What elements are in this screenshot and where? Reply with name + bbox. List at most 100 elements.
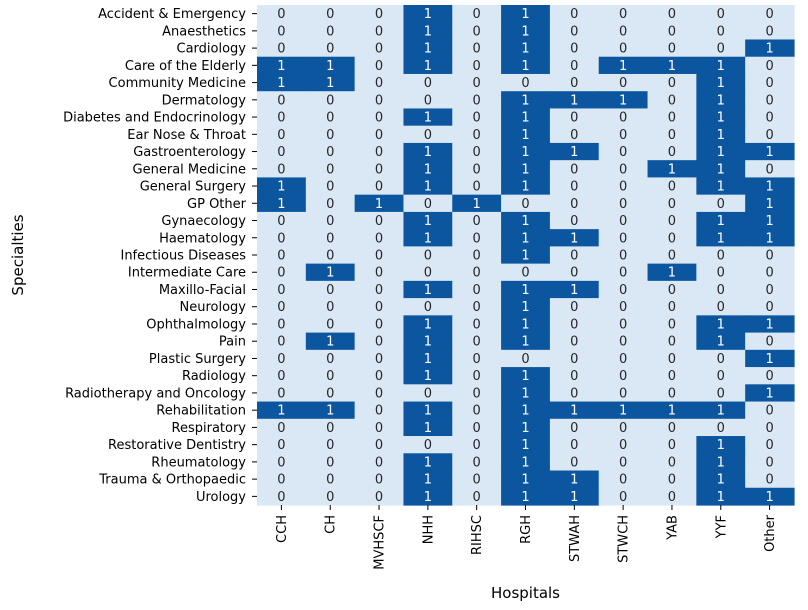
cell-value-label: 1 <box>521 300 529 315</box>
cell-value-label: 0 <box>375 59 383 74</box>
cell-value-label: 1 <box>424 455 432 470</box>
cell-value-label: 0 <box>326 42 334 57</box>
heatmap-cell <box>452 436 502 454</box>
cell-value-label: 1 <box>717 455 725 470</box>
x-tick-label: CCH <box>275 515 290 543</box>
cell-value-label: 0 <box>619 145 627 160</box>
heatmap-cell <box>745 487 795 506</box>
heatmap-cell <box>403 263 453 282</box>
heatmap-cell <box>403 349 453 368</box>
heatmap-cell <box>598 5 649 23</box>
heatmap-cell <box>745 39 795 58</box>
heatmap-cell <box>549 487 600 506</box>
heatmap-cell <box>745 177 795 196</box>
cell-value-label: 0 <box>473 7 481 22</box>
y-axis-title: Specialties <box>9 214 27 295</box>
cell-value-label: 0 <box>277 386 285 401</box>
cell-value-label: 0 <box>619 455 627 470</box>
heatmap-cell <box>354 367 405 385</box>
heatmap-cell <box>696 211 746 230</box>
cell-value-label: 0 <box>277 249 285 264</box>
cell-value-label: 0 <box>326 93 334 108</box>
heatmap-cell <box>501 315 551 334</box>
heatmap-cell <box>305 5 356 23</box>
heatmap-cell <box>452 125 502 144</box>
y-tick-label: GP Other <box>187 197 247 212</box>
heatmap-cell <box>403 5 453 23</box>
cell-value-label: 1 <box>717 214 725 229</box>
heatmap-cell <box>549 280 600 299</box>
cell-value-label: 0 <box>424 93 432 108</box>
heatmap-cell <box>501 401 551 420</box>
cell-value-label: 0 <box>668 421 676 436</box>
heatmap-cell <box>305 315 356 334</box>
cell-value-label: 0 <box>375 490 383 505</box>
heatmap-cell <box>403 280 453 299</box>
cell-value-label: 0 <box>326 197 334 212</box>
heatmap-cell <box>696 5 746 23</box>
cell-value-label: 0 <box>619 490 627 505</box>
cell-value-label: 0 <box>619 76 627 91</box>
heatmap-cell <box>549 177 600 196</box>
cell-value-label: 1 <box>717 111 725 126</box>
x-tick-label: MVHSCF <box>373 515 388 570</box>
heatmap-cell <box>549 332 600 351</box>
heatmap-cell <box>403 73 453 92</box>
cell-value-label: 1 <box>424 180 432 195</box>
heatmap-cell <box>257 108 307 127</box>
cell-value-label: 0 <box>668 111 676 126</box>
cell-value-label: 0 <box>326 438 334 453</box>
heatmap-cell <box>305 22 356 41</box>
cell-value-label: 0 <box>668 231 676 246</box>
cell-value-label: 0 <box>326 490 334 505</box>
heatmap-cell <box>305 453 356 472</box>
cell-value-label: 0 <box>473 180 481 195</box>
heatmap-cell <box>305 280 356 299</box>
y-tick-label: Ear Nose & Throat <box>127 128 246 143</box>
heatmap-cell <box>549 384 600 403</box>
heatmap-cell <box>452 246 502 265</box>
heatmap-cell <box>354 194 405 213</box>
heatmap-cell <box>452 349 502 368</box>
heatmap-cell <box>501 39 551 58</box>
heatmap-cell <box>354 246 405 265</box>
cell-value-label: 0 <box>668 283 676 298</box>
cell-value-label: 0 <box>570 386 578 401</box>
y-tick-label: Accident & Emergency <box>98 7 246 22</box>
heatmap-cell <box>501 418 551 437</box>
x-tick-labels: CCH CH MVHSCF NHH RIHSC RGH STWAH STWCH YAB YYF Ot… <box>275 514 778 569</box>
heatmap-cell <box>403 160 453 179</box>
cell-value-label: 0 <box>277 266 285 281</box>
y-tick-label: Rehabilitation <box>156 404 246 419</box>
cell-value-label: 0 <box>473 24 481 39</box>
cell-value-label: 1 <box>424 352 432 367</box>
y-tick-label: Pain <box>219 335 246 350</box>
cell-value-label: 0 <box>717 24 725 39</box>
cell-value-label: 0 <box>473 214 481 229</box>
heatmap-cell <box>647 298 697 316</box>
heatmap-cell <box>354 298 405 316</box>
cell-value-label: 0 <box>326 249 334 264</box>
heatmap-cell <box>501 22 551 41</box>
cell-value-label: 0 <box>326 111 334 126</box>
cell-value-label: 0 <box>326 300 334 315</box>
heatmap-cell <box>598 73 649 92</box>
heatmap-cell <box>549 453 600 472</box>
cell-value-label: 1 <box>521 128 529 143</box>
cell-value-label: 1 <box>765 42 773 57</box>
heatmap-cell <box>452 229 502 247</box>
cell-value-label: 1 <box>717 317 725 332</box>
heatmap-cell <box>257 246 307 265</box>
x-tick-label: STWAH <box>568 515 583 562</box>
heatmap-cell <box>501 91 551 110</box>
heatmap-cell <box>403 298 453 316</box>
heatmap-cell <box>501 229 551 247</box>
heatmap-cell <box>452 453 502 472</box>
cell-value-label: 0 <box>277 42 285 57</box>
heatmap-cell <box>403 401 453 420</box>
cell-value-label: 0 <box>570 352 578 367</box>
heatmap-cell <box>745 91 795 110</box>
cell-value-label: 1 <box>570 231 578 246</box>
heatmap-cell <box>403 39 453 58</box>
cell-value-label: 0 <box>277 317 285 332</box>
